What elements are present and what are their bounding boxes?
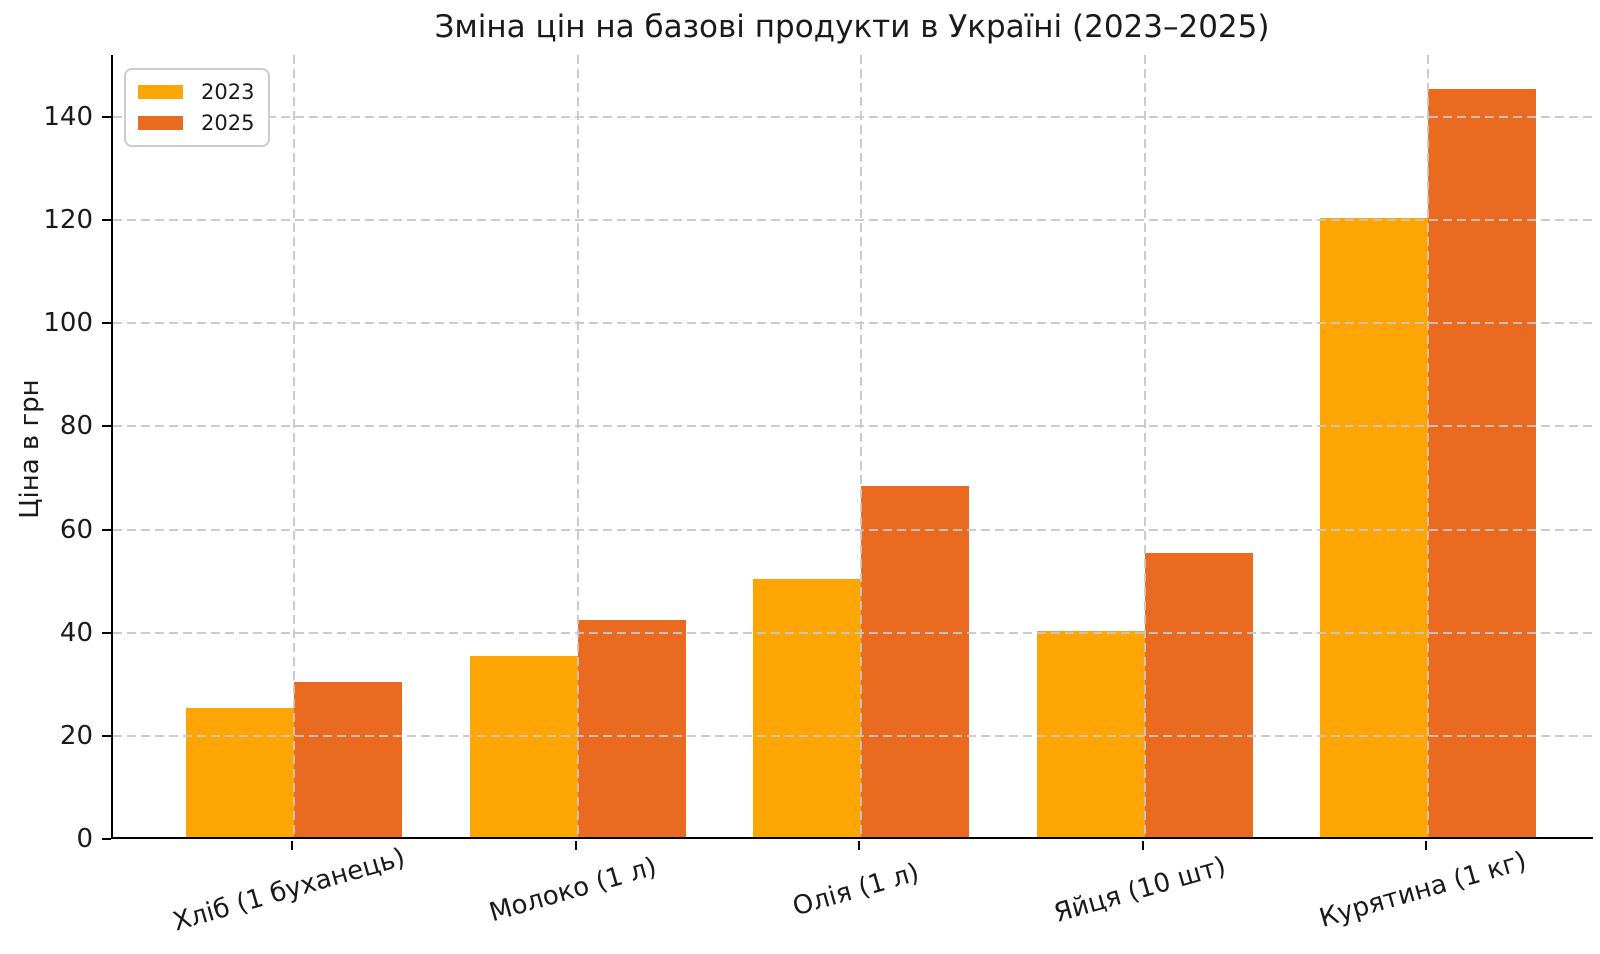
y-tick-label-140: 140 xyxy=(43,101,93,132)
x-tick-mark-2 xyxy=(858,841,860,850)
gridline-y-60 xyxy=(113,528,1593,531)
gridline-y-20 xyxy=(113,734,1593,737)
legend-swatch-2023 xyxy=(138,85,183,99)
x-tick-mark-4 xyxy=(1425,841,1427,850)
bar-2025-1 xyxy=(577,620,686,837)
gridline-y-40 xyxy=(113,631,1593,634)
gridline-x-1 xyxy=(576,55,579,837)
gridline-x-2 xyxy=(860,55,862,837)
chart-title: Зміна цін на базові продукти в Україні (… xyxy=(434,9,1270,45)
y-tick-label-40: 40 xyxy=(59,617,93,648)
y-tick-mark-20 xyxy=(102,734,111,737)
legend-label-2023: 2023 xyxy=(201,80,255,104)
y-tick-mark-100 xyxy=(102,322,111,325)
plot-area xyxy=(111,55,1593,839)
y-tick-mark-120 xyxy=(102,219,111,222)
y-tick-label-120: 120 xyxy=(43,205,93,236)
legend-swatch-2025 xyxy=(138,116,183,130)
x-tick-mark-0 xyxy=(291,841,293,850)
gridline-y-80 xyxy=(113,425,1593,428)
legend-item-2023: 2023 xyxy=(138,80,254,104)
x-tick-mark-3 xyxy=(1141,841,1144,850)
gridline-y-100 xyxy=(113,322,1593,325)
x-tick-mark-1 xyxy=(574,841,577,850)
bar-2025-2 xyxy=(861,486,969,837)
x-tick-label-1: Молоко (1 л) xyxy=(485,851,660,929)
bar-2023-2 xyxy=(753,579,861,837)
legend-item-2025: 2025 xyxy=(138,111,254,135)
x-tick-label-4: Курятина (1 кг) xyxy=(1316,846,1530,934)
y-tick-label-20: 20 xyxy=(59,720,93,751)
bar-2023-0 xyxy=(186,708,294,837)
x-tick-label-2: Олія (1 л) xyxy=(789,857,923,923)
y-tick-label-100: 100 xyxy=(43,308,93,339)
y-tick-mark-140 xyxy=(102,115,111,118)
y-tick-label-60: 60 xyxy=(59,514,93,545)
bar-2025-4 xyxy=(1428,89,1536,837)
bar-2023-1 xyxy=(469,656,578,837)
y-tick-label-0: 0 xyxy=(76,824,93,854)
x-tick-label-3: Яйця (10 шт) xyxy=(1050,851,1229,929)
gridline-x-0 xyxy=(293,55,295,837)
bar-2023-4 xyxy=(1320,218,1428,837)
bar-2025-0 xyxy=(294,682,402,837)
legend-label-2025: 2025 xyxy=(201,111,255,135)
y-tick-label-80: 80 xyxy=(59,411,93,442)
y-tick-mark-80 xyxy=(102,425,111,428)
gridline-x-4 xyxy=(1427,55,1429,837)
bar-2025-3 xyxy=(1144,553,1253,837)
bar-2023-3 xyxy=(1036,630,1145,837)
gridline-y-120 xyxy=(113,219,1593,222)
y-tick-mark-0 xyxy=(102,838,111,840)
legend: 2023 2025 xyxy=(124,68,271,147)
x-tick-label-0: Хліб (1 буханець) xyxy=(169,842,409,938)
y-tick-mark-60 xyxy=(102,528,111,531)
y-tick-mark-40 xyxy=(102,631,111,634)
gridline-y-140 xyxy=(113,115,1593,118)
gridline-x-3 xyxy=(1143,55,1146,837)
